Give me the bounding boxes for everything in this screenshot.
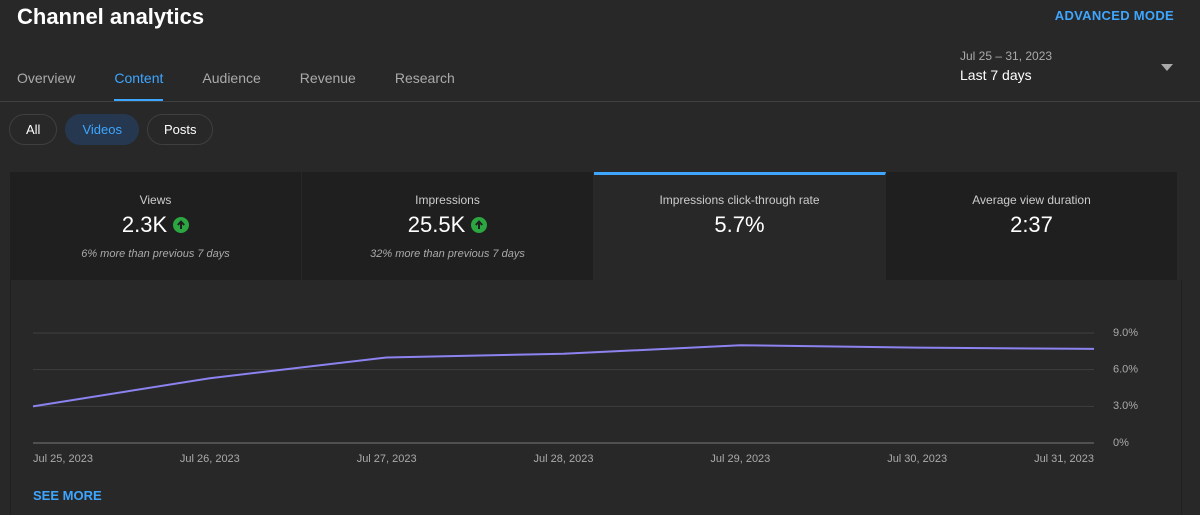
y-tick-label: 3.0% bbox=[1113, 400, 1138, 412]
y-tick-label: 0% bbox=[1113, 437, 1129, 449]
x-tick-label: Jul 29, 2023 bbox=[710, 453, 770, 465]
metric-cards: Views 2.3K 6% more than previous 7 days Imp… bbox=[10, 172, 1182, 280]
divider bbox=[0, 101, 1200, 102]
metric-value-row: 5.7% bbox=[594, 212, 885, 238]
metric-card[interactable]: Impressions click-through rate 5.7% bbox=[594, 172, 886, 280]
metric-value: 25.5K bbox=[407, 212, 466, 237]
metric-label: Views bbox=[139, 193, 172, 207]
filter-chip[interactable]: Posts bbox=[146, 114, 214, 145]
metric-value-row: 25.5K bbox=[302, 212, 593, 238]
metric-label: Impressions click-through rate bbox=[659, 193, 820, 207]
trend-up-icon bbox=[471, 217, 488, 233]
metric-label: Impressions bbox=[415, 193, 480, 207]
date-period[interactable]: Last 7 days bbox=[960, 67, 1032, 83]
metric-label: Average view duration bbox=[972, 193, 1091, 207]
filter-chip[interactable]: Videos bbox=[65, 114, 139, 145]
x-tick-label: Jul 30, 2023 bbox=[887, 453, 947, 465]
dropdown-caret[interactable] bbox=[1160, 63, 1174, 73]
line bbox=[32, 344, 1095, 408]
see-more-link[interactable]: SEE MORE bbox=[33, 488, 102, 503]
date-range[interactable]: Jul 25 – 31, 2023 bbox=[960, 49, 1053, 63]
x-tick-label: Jul 26, 2023 bbox=[180, 453, 240, 465]
x-tick-label: Jul 27, 2023 bbox=[357, 453, 417, 465]
filter-chips: All Videos Posts bbox=[9, 114, 214, 145]
metric-comparison: 32% more than previous 7 days bbox=[370, 248, 525, 260]
metric-value-row: 2:37 bbox=[886, 212, 1177, 238]
tab[interactable]: Research bbox=[394, 70, 455, 86]
tab[interactable]: Overview bbox=[17, 70, 76, 86]
metric-value: 2:37 bbox=[1010, 212, 1053, 237]
tab[interactable]: Audience bbox=[202, 70, 261, 86]
metric-card[interactable]: Impressions 25.5K 32% more than previous 7… bbox=[302, 172, 594, 280]
tab[interactable]: Revenue bbox=[299, 70, 356, 86]
tab[interactable]: Content bbox=[114, 70, 164, 101]
metric-comparison: 6% more than previous 7 days bbox=[81, 248, 230, 260]
metric-card[interactable]: Views 2.3K 6% more than previous 7 days bbox=[10, 172, 302, 280]
metric-card[interactable]: Average view duration 2:37 bbox=[886, 172, 1178, 280]
x-tick-label: Jul 25, 2023 bbox=[33, 453, 93, 465]
metric-value-row: 2.3K bbox=[10, 212, 301, 238]
filter-chip[interactable]: All bbox=[9, 114, 58, 145]
y-tick-label: 6.0% bbox=[1113, 364, 1138, 376]
y-tick-label: 9.0% bbox=[1113, 327, 1138, 339]
page-title: Channel analytics bbox=[17, 4, 205, 29]
tab-bar: Overview Content Audience Revenue Research bbox=[17, 70, 494, 101]
advanced-mode-button[interactable]: ADVANCED MODE bbox=[1054, 8, 1174, 23]
metric-value: 5.7% bbox=[714, 212, 765, 237]
x-tick-label: Jul 31, 2023 bbox=[1034, 453, 1094, 465]
chart: 0% 3.0% 6.0% 9.0% Jul 25, 2023 Jul 26, 2023 Ju… bbox=[32, 327, 1138, 465]
chart-panel bbox=[10, 280, 1182, 515]
trend-up-icon bbox=[173, 217, 190, 233]
x-tick-label: Jul 28, 2023 bbox=[534, 453, 594, 465]
metric-value: 2.3K bbox=[121, 212, 168, 237]
